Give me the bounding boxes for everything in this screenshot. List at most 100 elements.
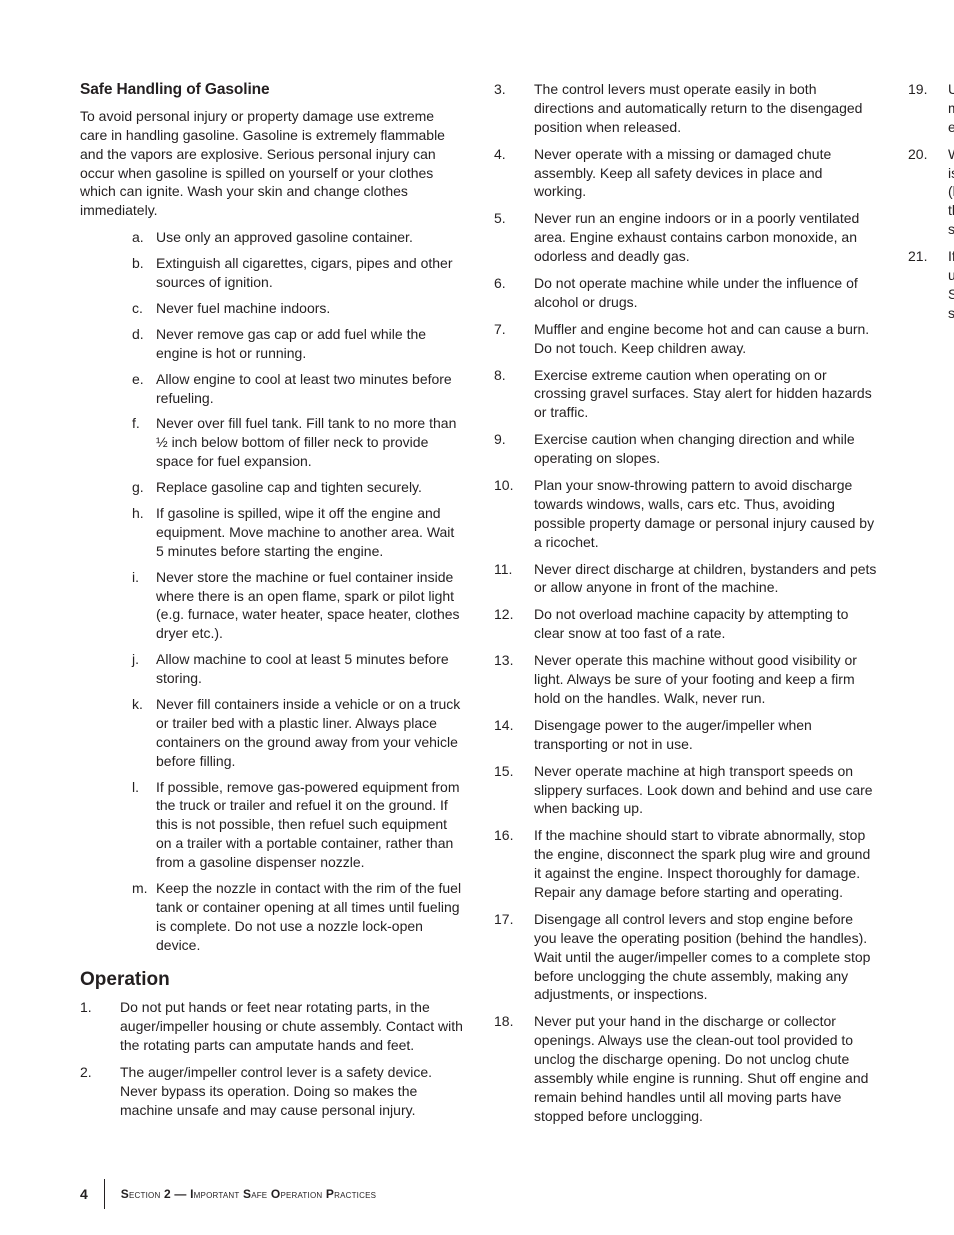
list-marker: f. [132, 414, 140, 433]
list-text: If possible, remove gas-powered equipmen… [156, 779, 459, 871]
list-marker: 11. [494, 560, 522, 579]
footer-separator [104, 1179, 105, 1209]
list-text: If gasoline is spilled, wipe it off the … [156, 505, 454, 559]
list-text: Muffler and engine become hot and can ca… [534, 321, 869, 356]
list-marker: h. [132, 504, 144, 523]
list-item: k.Never fill containers inside a vehicle… [132, 695, 464, 771]
list-text: Allow engine to cool at least two minute… [156, 371, 452, 406]
list-marker: 4. [494, 145, 522, 164]
list-text: The auger/impeller control lever is a sa… [120, 1064, 432, 1118]
list-marker: 17. [494, 910, 522, 929]
list-item: 20.When starting engine, pull cord slowl… [908, 145, 954, 239]
list-text: Exercise caution when changing direction… [534, 431, 855, 466]
list-text: Use only attachments and accessories app… [948, 81, 954, 135]
list-text: If situations occur which are not covere… [948, 248, 954, 321]
list-item: 10. Plan your snow-throwing pattern to av… [494, 476, 878, 552]
list-text: Never remove gas cap or add fuel while t… [156, 326, 426, 361]
list-item: e.Allow engine to cool at least two minu… [132, 370, 464, 408]
gasoline-list: a. Use only an approved gasoline containe… [80, 228, 464, 954]
list-marker: g. [132, 478, 144, 497]
list-item: g. Replace gasoline cap and tighten secur… [132, 478, 464, 497]
list-text: Use only an approved gasoline container. [156, 229, 413, 245]
list-marker: 8. [494, 366, 522, 385]
list-text: The control levers must operate easily i… [534, 81, 862, 135]
list-item: m. Keep the nozzle in contact with the ri… [132, 879, 464, 955]
list-marker: m. [132, 879, 148, 898]
page-footer: 4 Section 2 — Important Safe Operation P… [80, 1179, 376, 1209]
list-text: Do not put hands or feet near rotating p… [120, 999, 463, 1053]
list-marker: 12. [494, 605, 522, 624]
list-text: Never over fill fuel tank. Fill tank to … [156, 415, 456, 469]
list-marker: d. [132, 325, 144, 344]
list-item: 2. The auger/impeller control lever is a … [80, 1063, 464, 1120]
list-item: 18. Never put your hand in the discharge … [494, 1012, 878, 1125]
list-marker: 16. [494, 826, 522, 845]
list-marker: j. [132, 650, 139, 669]
list-item: 9. Exercise caution when changing directi… [494, 430, 878, 468]
list-item: 15. Never operate machine at high transpo… [494, 762, 878, 819]
list-item: 8. Exercise extreme caution when operatin… [494, 366, 878, 423]
list-item: 17. Disengage all control levers and stop… [494, 910, 878, 1004]
list-text: Do not operate machine while under the i… [534, 275, 858, 310]
list-item: j. Allow machine to cool at least 5 minut… [132, 650, 464, 688]
list-item: 14. Disengage power to the auger/impeller… [494, 716, 878, 754]
list-item: 16. If the machine should start to vibrat… [494, 826, 878, 902]
list-marker: 5. [494, 209, 522, 228]
list-text: Allow machine to cool at least 5 minutes… [156, 651, 449, 686]
list-marker: b. [132, 254, 144, 273]
list-item: 19.Use only attachments and accessories … [908, 80, 954, 137]
list-marker: 18. [494, 1012, 522, 1031]
list-item: 11. Never direct discharge at children, b… [494, 560, 878, 598]
list-item: 1. Do not put hands or feet near rotating… [80, 998, 464, 1055]
list-item: h. If gasoline is spilled, wipe it off th… [132, 504, 464, 561]
list-item: 12. Do not overload machine capacity by a… [494, 605, 878, 643]
heading-operation: Operation [80, 967, 464, 993]
list-item: 21.If situations occur which are not cov… [908, 247, 954, 323]
list-item: 4. Never operate with a missing or damage… [494, 145, 878, 202]
list-marker: 14. [494, 716, 522, 735]
list-marker: k. [132, 695, 143, 714]
list-item: f. Never over fill fuel tank. Fill tank t… [132, 414, 464, 471]
list-item: b. Extinguish all cigarettes, cigars, pip… [132, 254, 464, 292]
list-marker: 9. [494, 430, 522, 449]
list-marker: i. [132, 568, 139, 587]
list-marker: a. [132, 228, 144, 247]
list-text: Never direct discharge at children, byst… [534, 561, 876, 596]
list-text: Keep the nozzle in contact with the rim … [156, 880, 461, 953]
list-text: Exercise extreme caution when operating … [534, 367, 872, 421]
list-text: Never put your hand in the discharge or … [534, 1013, 868, 1123]
list-text: Do not overload machine capacity by atte… [534, 606, 848, 641]
intro-paragraph: To avoid personal injury or property dam… [80, 107, 464, 220]
list-text: Disengage all control levers and stop en… [534, 911, 870, 1003]
list-text: Never run an engine indoors or in a poor… [534, 210, 859, 264]
list-item: a. Use only an approved gasoline containe… [132, 228, 464, 247]
list-item: 13.Never operate this machine without go… [494, 651, 878, 708]
list-item: i. Never store the machine or fuel contai… [132, 568, 464, 644]
list-marker: 2. [80, 1063, 108, 1082]
list-text: Plan your snow-throwing pattern to avoid… [534, 477, 874, 550]
list-item: 7.Muffler and engine become hot and can … [494, 320, 878, 358]
page-number: 4 [80, 1185, 88, 1204]
list-item: c.Never fuel machine indoors. [132, 299, 464, 318]
list-marker: 15. [494, 762, 522, 781]
footer-section-text: Section 2 — Important Safe Operation Pra… [121, 1186, 376, 1202]
list-text: Never operate machine at high transport … [534, 763, 873, 817]
list-item: d. Never remove gas cap or add fuel while… [132, 325, 464, 363]
list-marker: 10. [494, 476, 522, 495]
list-item: l. If possible, remove gas-powered equipm… [132, 778, 464, 872]
list-text: When starting engine, pull cord slowly u… [948, 146, 954, 238]
list-text: If the machine should start to vibrate a… [534, 827, 870, 900]
list-marker: 3. [494, 80, 522, 99]
list-text: Never store the machine or fuel containe… [156, 569, 460, 642]
list-text: Never operate with a missing or damaged … [534, 146, 831, 200]
list-text: Replace gasoline cap and tighten securel… [156, 479, 422, 495]
list-marker: 13. [494, 651, 522, 670]
list-item: 3. The control levers must operate easily… [494, 80, 878, 137]
list-marker: 1. [80, 998, 108, 1017]
list-marker: l. [132, 778, 139, 797]
list-item: 5. Never run an engine indoors or in a po… [494, 209, 878, 266]
list-item: 6.Do not operate machine while under the… [494, 274, 878, 312]
list-text: Disengage power to the auger/impeller wh… [534, 717, 812, 752]
list-text: Extinguish all cigarettes, cigars, pipes… [156, 255, 453, 290]
heading-safe-handling: Safe Handling of Gasoline [80, 80, 464, 101]
